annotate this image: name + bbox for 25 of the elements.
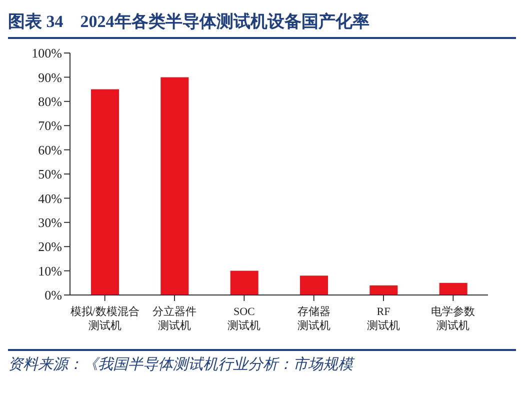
bar [91, 89, 119, 295]
x-tick-label: 电学参数测试机 [431, 305, 476, 332]
y-tick-label: 60% [38, 142, 62, 158]
x-tick-label: 模拟/数模混合测试机 [70, 305, 140, 332]
bar [160, 77, 189, 295]
x-tick-label: SOC测试机 [228, 306, 261, 332]
y-tick-label: 80% [38, 94, 62, 110]
y-tick-label: 70% [38, 118, 62, 134]
y-tick-label: 90% [38, 70, 62, 85]
y-tick-label: 10% [38, 263, 62, 278]
y-tick-label: 40% [38, 190, 62, 206]
bar [230, 270, 258, 295]
y-tick-label: 100% [32, 46, 62, 61]
y-tick-label: 20% [38, 239, 62, 254]
x-tick-label: RF测试机 [367, 306, 400, 332]
chart-title: 图表 34 2024年各类半导体测试机设备国产化率 [8, 8, 516, 39]
y-tick-label: 0% [44, 288, 62, 303]
y-tick-label: 30% [38, 215, 62, 230]
bar [300, 276, 328, 295]
text: 资料来源：《我国半导体测试机行业分析：市场规模 [8, 356, 356, 374]
x-tick-label: 分立器件测试机 [152, 305, 196, 332]
x-tick-label: 存储器测试机 [297, 306, 330, 332]
bar [439, 282, 468, 295]
y-tick-label: 50% [38, 166, 62, 182]
bar [370, 285, 398, 295]
